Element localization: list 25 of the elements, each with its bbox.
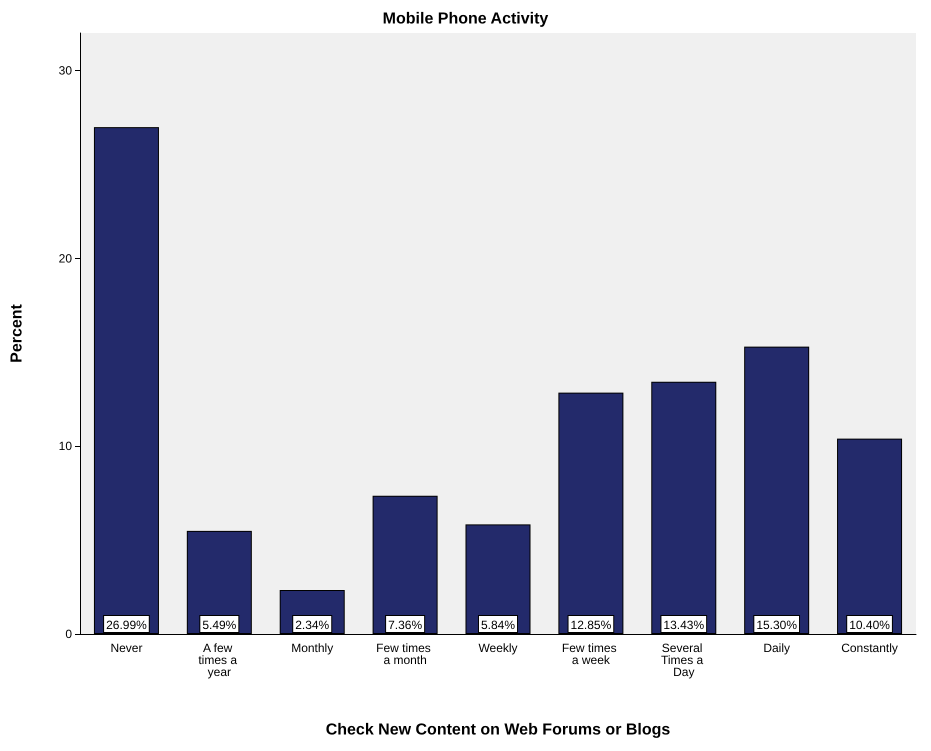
data-label: 26.99% (106, 618, 148, 632)
data-label: 13.43% (663, 618, 704, 632)
data-label: 5.84% (480, 618, 516, 632)
y-tick-label: 30 (58, 64, 72, 78)
data-label: 5.49% (202, 618, 237, 632)
x-tick-label: Daily (763, 641, 790, 655)
x-tick-label: A few times a year (198, 641, 240, 679)
x-axis-title: Check New Content on Web Forums or Blogs (326, 722, 670, 738)
y-tick-label: 20 (58, 251, 72, 266)
x-tick-label: Weekly (478, 641, 518, 655)
data-label: 2.34% (295, 618, 330, 632)
data-label: 15.30% (756, 618, 798, 632)
x-tick-label: Few times a week (562, 641, 620, 667)
x-tick-label: Never (110, 641, 142, 655)
data-label: 12.85% (570, 618, 612, 632)
data-label: 10.40% (849, 618, 890, 632)
x-tick-label: Several Times a Day (660, 641, 707, 679)
chart-title: Mobile Phone Activity (382, 10, 548, 28)
y-tick-label: 0 (65, 627, 72, 641)
x-tick-label: Constantly (841, 641, 898, 655)
x-tick-label: Few times a month (376, 641, 434, 667)
y-tick-label: 10 (58, 439, 72, 454)
x-tick-label: Monthly (291, 641, 334, 655)
data-label: 7.36% (388, 618, 422, 632)
y-axis-title: Percent (8, 303, 26, 363)
